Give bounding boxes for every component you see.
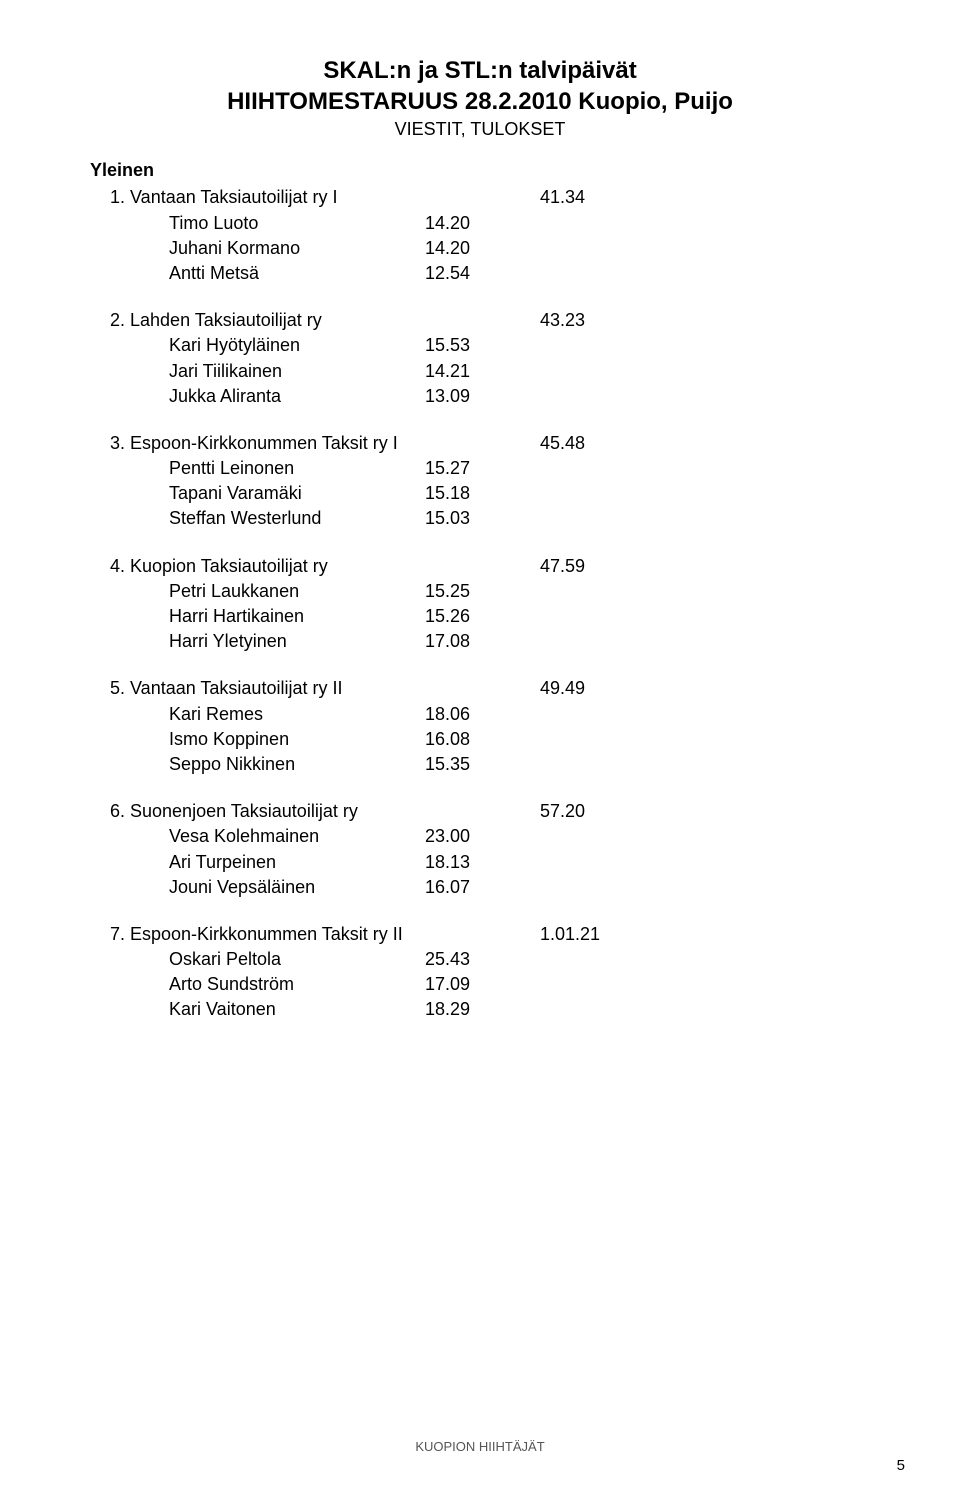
member-name: Kari Remes [90, 702, 425, 727]
team-row: 5. Vantaan Taksiautoilijat ry II49.49 [90, 676, 870, 701]
member-row: Harri Yletyinen17.08 [90, 629, 870, 654]
member-time: 12.54 [425, 261, 525, 286]
member-name: Antti Metsä [90, 261, 425, 286]
member-row: Ismo Koppinen16.08 [90, 727, 870, 752]
member-time: 15.53 [425, 333, 525, 358]
team-block: 7. Espoon-Kirkkonummen Taksit ry II1.01.… [90, 922, 870, 1023]
member-row: Vesa Kolehmainen23.00 [90, 824, 870, 849]
team-name: 6. Suonenjoen Taksiautoilijat ry [90, 799, 540, 824]
member-time: 15.03 [425, 506, 525, 531]
member-time: 23.00 [425, 824, 525, 849]
document-header: SKAL:n ja STL:n talvipäivät HIIHTOMESTAR… [90, 55, 870, 140]
member-row: Jari Tiilikainen14.21 [90, 359, 870, 384]
member-time: 15.18 [425, 481, 525, 506]
member-row: Jukka Aliranta13.09 [90, 384, 870, 409]
member-name: Timo Luoto [90, 211, 425, 236]
member-time: 25.43 [425, 947, 525, 972]
member-name: Oskari Peltola [90, 947, 425, 972]
results-content: 1. Vantaan Taksiautoilijat ry I41.34Timo… [90, 185, 870, 1022]
team-name: 3. Espoon-Kirkkonummen Taksit ry I [90, 431, 540, 456]
member-name: Harri Hartikainen [90, 604, 425, 629]
member-name: Ismo Koppinen [90, 727, 425, 752]
team-name: 2. Lahden Taksiautoilijat ry [90, 308, 540, 333]
member-time: 13.09 [425, 384, 525, 409]
member-name: Harri Yletyinen [90, 629, 425, 654]
member-name: Petri Laukkanen [90, 579, 425, 604]
member-name: Jukka Aliranta [90, 384, 425, 409]
member-row: Arto Sundström17.09 [90, 972, 870, 997]
team-time: 57.20 [540, 799, 660, 824]
member-name: Juhani Kormano [90, 236, 425, 261]
title-line-1: SKAL:n ja STL:n talvipäivät [90, 55, 870, 86]
team-row: 3. Espoon-Kirkkonummen Taksit ry I45.48 [90, 431, 870, 456]
member-name: Ari Turpeinen [90, 850, 425, 875]
member-time: 18.06 [425, 702, 525, 727]
team-name: 1. Vantaan Taksiautoilijat ry I [90, 185, 540, 210]
member-row: Harri Hartikainen15.26 [90, 604, 870, 629]
team-block: 6. Suonenjoen Taksiautoilijat ry57.20Ves… [90, 799, 870, 900]
member-time: 14.20 [425, 211, 525, 236]
team-row: 7. Espoon-Kirkkonummen Taksit ry II1.01.… [90, 922, 870, 947]
member-time: 17.08 [425, 629, 525, 654]
team-time: 1.01.21 [540, 922, 660, 947]
team-row: 4. Kuopion Taksiautoilijat ry47.59 [90, 554, 870, 579]
member-name: Arto Sundström [90, 972, 425, 997]
member-time: 15.25 [425, 579, 525, 604]
page-number: 5 [897, 1457, 905, 1474]
team-time: 41.34 [540, 185, 660, 210]
member-name: Tapani Varamäki [90, 481, 425, 506]
team-time: 47.59 [540, 554, 660, 579]
member-name: Jari Tiilikainen [90, 359, 425, 384]
member-row: Kari Hyötyläinen15.53 [90, 333, 870, 358]
category-label: Yleinen [90, 160, 870, 181]
team-name: 7. Espoon-Kirkkonummen Taksit ry II [90, 922, 540, 947]
team-name: 5. Vantaan Taksiautoilijat ry II [90, 676, 540, 701]
member-row: Oskari Peltola25.43 [90, 947, 870, 972]
member-row: Jouni Vepsäläinen16.07 [90, 875, 870, 900]
member-row: Antti Metsä12.54 [90, 261, 870, 286]
member-name: Kari Vaitonen [90, 997, 425, 1022]
member-row: Steffan Westerlund15.03 [90, 506, 870, 531]
team-name: 4. Kuopion Taksiautoilijat ry [90, 554, 540, 579]
member-row: Juhani Kormano14.20 [90, 236, 870, 261]
team-block: 2. Lahden Taksiautoilijat ry43.23Kari Hy… [90, 308, 870, 409]
member-time: 16.07 [425, 875, 525, 900]
team-block: 4. Kuopion Taksiautoilijat ry47.59Petri … [90, 554, 870, 655]
team-block: 1. Vantaan Taksiautoilijat ry I41.34Timo… [90, 185, 870, 286]
team-row: 6. Suonenjoen Taksiautoilijat ry57.20 [90, 799, 870, 824]
member-time: 14.20 [425, 236, 525, 261]
member-time: 15.27 [425, 456, 525, 481]
subtitle: VIESTIT, TULOKSET [90, 119, 870, 140]
member-name: Steffan Westerlund [90, 506, 425, 531]
member-name: Jouni Vepsäläinen [90, 875, 425, 900]
team-block: 3. Espoon-Kirkkonummen Taksit ry I45.48P… [90, 431, 870, 532]
member-time: 15.26 [425, 604, 525, 629]
team-row: 2. Lahden Taksiautoilijat ry43.23 [90, 308, 870, 333]
title-line-2: HIIHTOMESTARUUS 28.2.2010 Kuopio, Puijo [90, 86, 870, 117]
team-block: 5. Vantaan Taksiautoilijat ry II49.49Kar… [90, 676, 870, 777]
member-name: Vesa Kolehmainen [90, 824, 425, 849]
member-row: Tapani Varamäki15.18 [90, 481, 870, 506]
member-name: Seppo Nikkinen [90, 752, 425, 777]
team-time: 45.48 [540, 431, 660, 456]
team-time: 43.23 [540, 308, 660, 333]
member-name: Kari Hyötyläinen [90, 333, 425, 358]
member-row: Kari Vaitonen18.29 [90, 997, 870, 1022]
footer-text: KUOPION HIIHTÄJÄT [0, 1439, 960, 1454]
member-row: Kari Remes18.06 [90, 702, 870, 727]
member-name: Pentti Leinonen [90, 456, 425, 481]
member-row: Timo Luoto14.20 [90, 211, 870, 236]
member-row: Pentti Leinonen15.27 [90, 456, 870, 481]
member-time: 17.09 [425, 972, 525, 997]
member-time: 18.29 [425, 997, 525, 1022]
team-row: 1. Vantaan Taksiautoilijat ry I41.34 [90, 185, 870, 210]
member-row: Petri Laukkanen15.25 [90, 579, 870, 604]
member-time: 14.21 [425, 359, 525, 384]
member-time: 15.35 [425, 752, 525, 777]
team-time: 49.49 [540, 676, 660, 701]
member-row: Seppo Nikkinen15.35 [90, 752, 870, 777]
member-time: 16.08 [425, 727, 525, 752]
member-time: 18.13 [425, 850, 525, 875]
member-row: Ari Turpeinen18.13 [90, 850, 870, 875]
